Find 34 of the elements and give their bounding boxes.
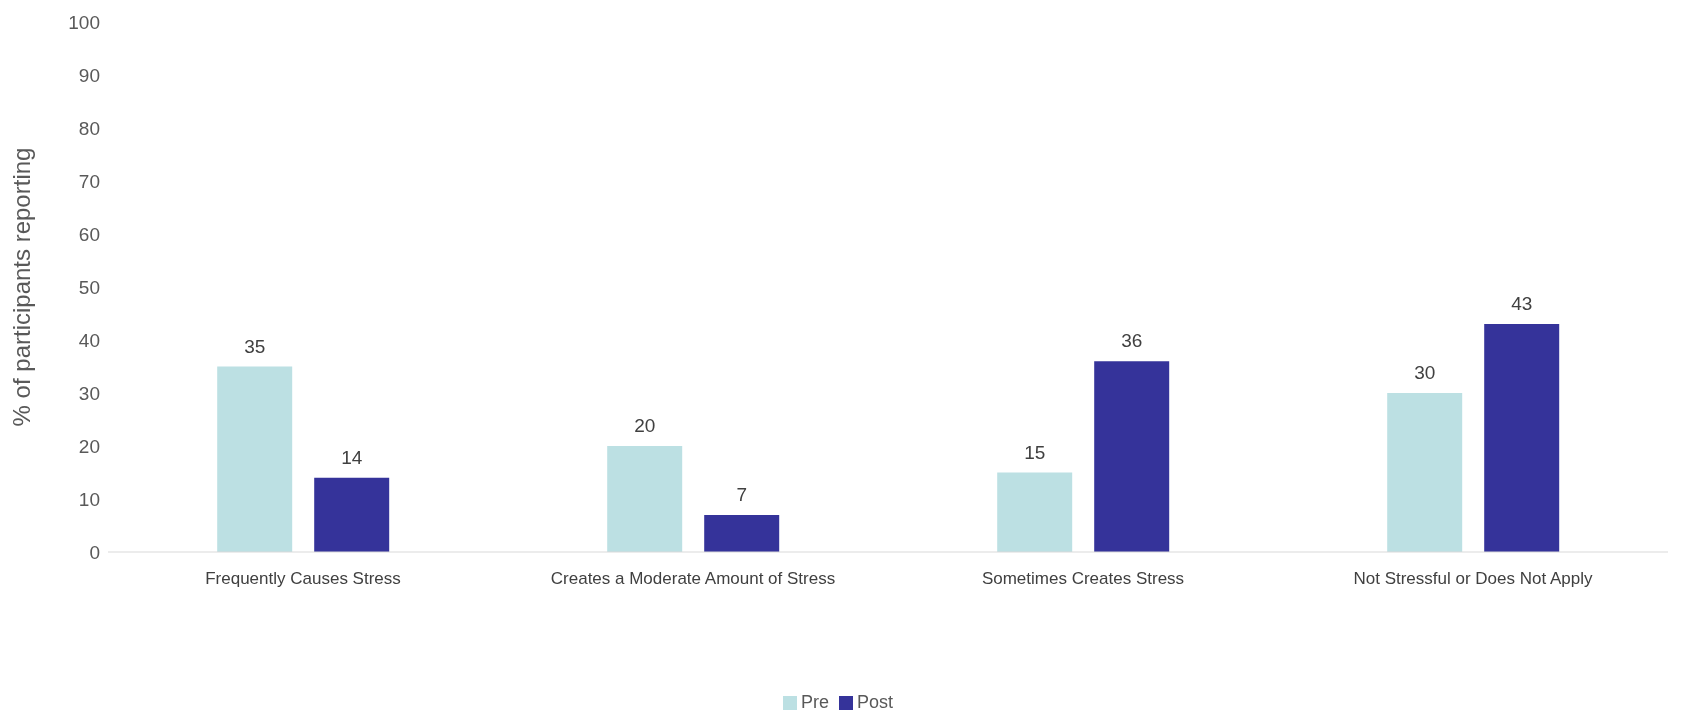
legend-label: Post xyxy=(856,692,894,712)
x-tick-label: Sometimes Creates Stress xyxy=(981,569,1185,589)
bar xyxy=(997,472,1073,552)
y-tick-label: 30 xyxy=(78,382,100,404)
y-tick-label: 10 xyxy=(78,488,100,510)
x-tick-label: Frequently Causes Stress xyxy=(205,569,401,589)
data-label: 30 xyxy=(1414,362,1436,383)
y-tick-label: 70 xyxy=(78,170,100,192)
data-label: 20 xyxy=(634,415,656,436)
y-tick-label: 0 xyxy=(89,541,100,563)
x-tick-label: Not Stressful or Does Not Apply xyxy=(1353,569,1594,589)
data-label: 35 xyxy=(244,335,266,357)
legend-label: Pre xyxy=(800,692,829,712)
bar xyxy=(1387,393,1463,552)
y-tick-label: 90 xyxy=(78,64,100,86)
bar xyxy=(1094,361,1170,552)
y-tick-label: 20 xyxy=(78,435,100,457)
bar xyxy=(314,477,390,552)
bar xyxy=(217,366,293,552)
y-tick-label: 100 xyxy=(68,11,100,33)
y-tick-label: 60 xyxy=(78,223,100,245)
y-tick-label: 40 xyxy=(78,329,100,351)
bar xyxy=(704,514,780,552)
y-tick-label: 80 xyxy=(78,117,100,139)
y-axis-title: % of participants reporting xyxy=(7,147,35,427)
data-label: 15 xyxy=(1024,441,1046,463)
data-label: 7 xyxy=(736,483,747,505)
data-label: 43 xyxy=(1511,293,1533,315)
bar xyxy=(1484,324,1560,552)
x-tick-label: Creates a Moderate Amount of Stress xyxy=(550,569,836,589)
data-label: 36 xyxy=(1121,330,1143,352)
data-label: 14 xyxy=(341,446,363,468)
bar xyxy=(607,446,683,552)
y-tick-label: 50 xyxy=(78,276,100,298)
